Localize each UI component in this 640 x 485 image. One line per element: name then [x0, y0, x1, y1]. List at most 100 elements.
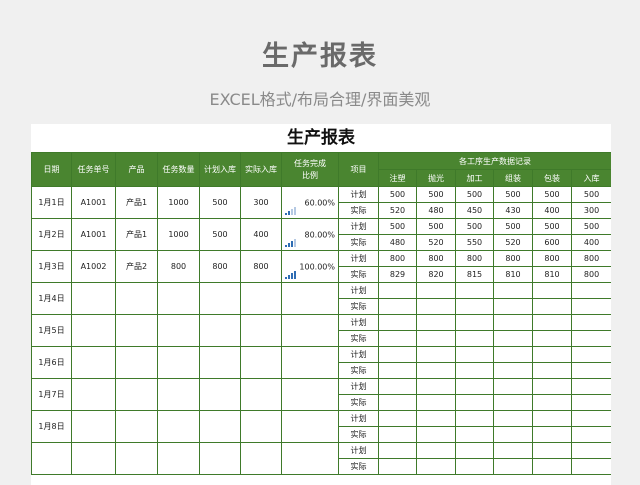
plan-in-cell	[199, 282, 241, 315]
table-row: 实际	[32, 426, 611, 443]
table-row: 实际	[32, 298, 611, 315]
actual-value-cell: 300	[570, 202, 611, 219]
actual-value-cell	[493, 330, 533, 347]
item-actual-label: 实际	[338, 202, 379, 219]
item-actual-label: 实际	[338, 458, 379, 475]
plan-value-cell	[378, 314, 417, 331]
plan-value-cell: 800	[416, 250, 456, 267]
plan-value-cell: 800	[532, 250, 572, 267]
item-plan-label: 计划	[338, 218, 379, 235]
actual-in-cell	[240, 346, 282, 379]
completion-rate-cell	[281, 282, 339, 315]
actual-value-cell	[378, 330, 417, 347]
plan-value-cell	[493, 442, 533, 459]
task-qty-cell	[157, 442, 200, 475]
actual-value-cell	[570, 362, 611, 379]
product-cell: 产品2	[115, 250, 158, 283]
actual-value-cell	[455, 458, 494, 475]
actual-value-cell: 480	[378, 234, 417, 251]
header-process: 组装	[493, 169, 533, 187]
actual-value-cell: 820	[416, 266, 456, 283]
item-plan-label: 计划	[338, 250, 379, 267]
table-row: 1月4日 计划	[31, 282, 611, 315]
task-no-cell	[71, 346, 116, 379]
header-process: 包装	[532, 169, 572, 187]
actual-value-cell	[493, 458, 533, 475]
item-plan-label: 计划	[338, 314, 379, 331]
plan-value-cell	[493, 282, 533, 299]
completion-rate-cell	[281, 410, 339, 443]
plan-value-cell	[570, 282, 611, 299]
plan-value-cell	[455, 282, 494, 299]
completion-rate-cell: 60.00%	[281, 186, 339, 219]
actual-value-cell	[570, 330, 611, 347]
actual-value-cell	[570, 298, 611, 315]
plan-value-cell	[416, 314, 456, 331]
page-title: 生产报表	[262, 41, 378, 72]
item-actual-label: 实际	[338, 266, 379, 283]
plan-value-cell	[570, 346, 611, 363]
plan-value-cell	[493, 314, 533, 331]
completion-rate-cell: 80.00%	[281, 218, 339, 251]
actual-value-cell	[455, 298, 494, 315]
signal-bars-icon	[285, 239, 296, 247]
task-no-cell: A1001	[71, 186, 116, 219]
plan-value-cell	[532, 442, 572, 459]
actual-value-cell: 400	[532, 202, 572, 219]
plan-value-cell: 800	[493, 250, 533, 267]
actual-value-cell	[493, 298, 533, 315]
actual-in-cell: 400	[240, 218, 282, 251]
actual-value-cell	[416, 330, 456, 347]
task-qty-cell: 800	[157, 250, 200, 283]
plan-value-cell	[378, 346, 417, 363]
actual-in-cell: 300	[240, 186, 282, 219]
actual-value-cell	[493, 362, 533, 379]
actual-value-cell	[378, 458, 417, 475]
task-qty-cell	[157, 346, 200, 379]
plan-value-cell: 500	[532, 186, 572, 203]
plan-value-cell: 500	[455, 186, 494, 203]
plan-value-cell	[532, 346, 572, 363]
item-actual-label: 实际	[338, 298, 379, 315]
table-row: 1月6日 计划	[31, 346, 611, 379]
header-process: 抛光	[416, 169, 456, 187]
table-row: 实际 829 820 815 810 810 800	[32, 266, 611, 283]
actual-value-cell	[416, 298, 456, 315]
plan-value-cell	[455, 314, 494, 331]
header-process: 加工	[455, 169, 494, 187]
plan-in-cell	[199, 410, 241, 443]
product-cell	[115, 442, 158, 475]
actual-value-cell	[416, 394, 456, 411]
table-row: 1月5日 计划	[31, 314, 611, 347]
plan-value-cell	[416, 410, 456, 427]
actual-value-cell	[532, 362, 572, 379]
task-qty-cell: 1000	[157, 186, 200, 219]
item-actual-label: 实际	[338, 234, 379, 251]
completion-rate-cell	[281, 314, 339, 347]
actual-value-cell: 550	[455, 234, 494, 251]
actual-value-cell: 430	[493, 202, 533, 219]
plan-value-cell	[570, 378, 611, 395]
table-row: 实际	[32, 362, 611, 379]
header-completion-rate: 任务完成比例	[281, 152, 339, 187]
product-cell	[115, 314, 158, 347]
completion-rate-value: 60.00%	[304, 198, 335, 207]
actual-value-cell	[455, 426, 494, 443]
completion-rate-cell	[281, 378, 339, 411]
actual-value-cell: 480	[416, 202, 456, 219]
item-plan-label: 计划	[338, 410, 379, 427]
date-cell: 1月7日	[31, 378, 72, 411]
actual-value-cell	[416, 458, 456, 475]
item-plan-label: 计划	[338, 442, 379, 459]
completion-rate-cell: 100.00%	[281, 250, 339, 283]
header-item: 项目	[338, 152, 379, 187]
actual-value-cell: 600	[532, 234, 572, 251]
actual-value-cell	[378, 394, 417, 411]
date-cell: 1月2日	[31, 218, 72, 251]
task-no-cell	[71, 442, 116, 475]
table-row: 1月1日 A1001 产品1 1000 500 300 60.00% 计划 500 500 500 5…	[31, 186, 611, 219]
table-row: 计划	[31, 442, 611, 475]
actual-in-cell	[240, 442, 282, 475]
item-actual-label: 实际	[338, 394, 379, 411]
plan-value-cell: 500	[493, 186, 533, 203]
